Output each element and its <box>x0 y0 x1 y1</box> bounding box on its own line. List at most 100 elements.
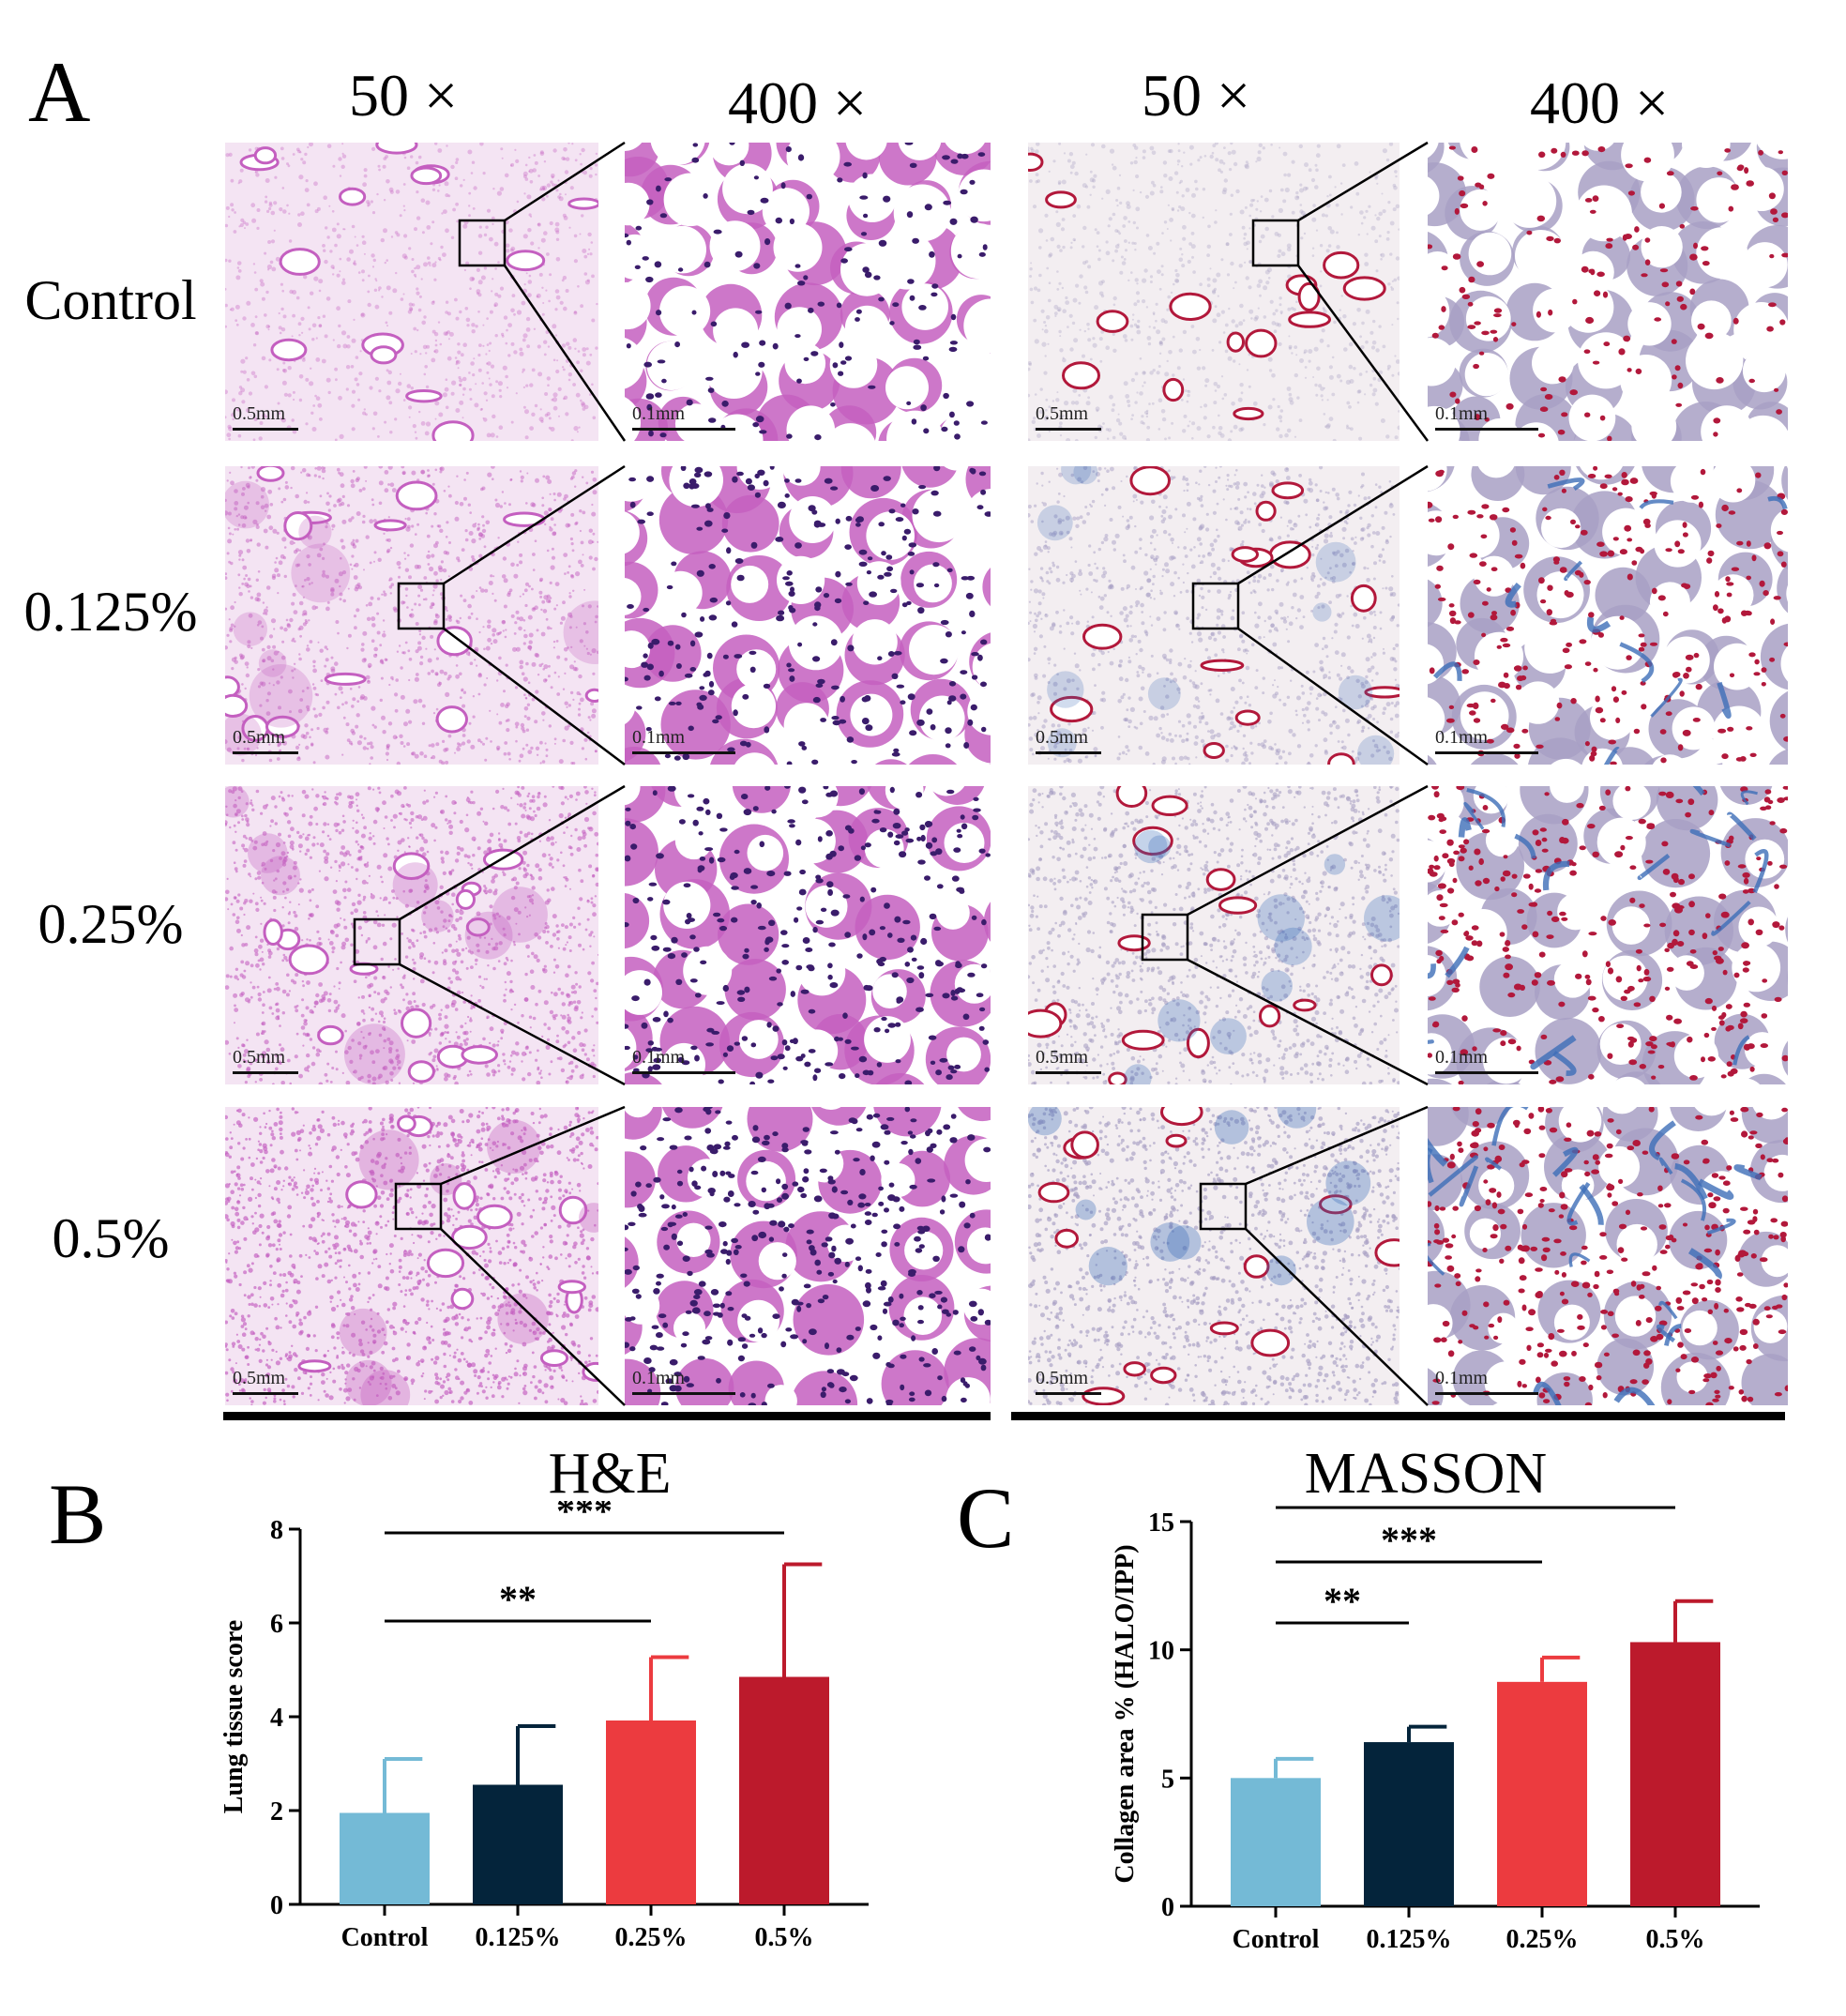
row-label-025: 0.25% <box>38 893 184 955</box>
scale-bar-line <box>233 1392 298 1395</box>
bar-0.125% <box>1364 1742 1454 1906</box>
scale-bar-line <box>1435 428 1538 431</box>
scale-bar-label: 0.1mm <box>1435 403 1489 424</box>
scale-bar-line <box>1435 1071 1538 1074</box>
scale-bar-label: 0.5mm <box>1036 1047 1089 1068</box>
bar-0.25% <box>606 1720 696 1904</box>
column-header-he-50x: 50 × <box>348 62 459 129</box>
y-tick-label: 2 <box>270 1797 283 1827</box>
masson-micrograph-50x-05: 0.5mm <box>1028 1107 1400 1405</box>
row-label-0125: 0.125% <box>23 581 198 643</box>
column-header-he-400x: 400 × <box>727 69 868 136</box>
he-micrograph-50x-025: 0.5mm <box>225 786 598 1084</box>
masson-title: MASSON <box>1304 1442 1548 1506</box>
scale-bar: 0.5mm <box>1036 1368 1101 1395</box>
panel-label-c: C <box>957 1470 1015 1566</box>
scale-bar-label: 0.1mm <box>1435 1047 1489 1068</box>
significance-label: *** <box>1447 1501 1504 1507</box>
he-section-bar <box>223 1412 991 1420</box>
x-tick-label: 0.5% <box>1646 1925 1705 1954</box>
scale-bar-label: 0.5mm <box>233 403 286 424</box>
significance-label: *** <box>556 1501 613 1532</box>
masson-micrograph-50x-0125: 0.5mm <box>1028 466 1400 765</box>
y-tick-label: 5 <box>1161 1765 1174 1794</box>
masson-micrograph-400x-control: 0.1mm <box>1428 143 1788 441</box>
scale-bar-line <box>1036 1392 1101 1395</box>
bar-0.125% <box>473 1784 563 1904</box>
scale-bar: 0.5mm <box>233 727 298 754</box>
x-tick-label: Control <box>341 1923 429 1952</box>
scale-bar: 0.1mm <box>1435 1368 1538 1395</box>
he-micrograph-400x-control: 0.1mm <box>625 143 991 441</box>
x-tick-label: 0.125% <box>476 1923 561 1952</box>
scale-bar-label: 0.5mm <box>233 1047 286 1068</box>
scale-bar: 0.1mm <box>1435 727 1538 754</box>
bar-0.5% <box>739 1676 829 1904</box>
scale-bar-line <box>233 751 298 754</box>
scale-bar-label: 0.5mm <box>1036 1368 1089 1388</box>
scale-bar: 0.5mm <box>233 403 298 431</box>
scale-bar-label: 0.5mm <box>233 1368 286 1388</box>
scale-bar-line <box>632 428 735 431</box>
scale-bar-line <box>233 428 298 431</box>
y-tick-label: 10 <box>1148 1637 1174 1666</box>
bar-0.5% <box>1630 1642 1720 1906</box>
he-micrograph-50x-0125: 0.5mm <box>225 466 598 765</box>
bar-0.25% <box>1497 1681 1587 1906</box>
he-micrograph-400x-025: 0.1mm <box>625 786 991 1084</box>
y-tick-label: 0 <box>270 1891 283 1920</box>
column-header-masson-400x: 400 × <box>1529 69 1670 136</box>
chart-c-collagen-area: 0 5 10 15 Collagen area % (HALO/IPP) Control 0… <box>1111 1501 1760 1954</box>
he-title: H&E <box>548 1442 672 1506</box>
scale-bar-line <box>632 1392 735 1395</box>
scale-bar-line <box>1036 751 1101 754</box>
scale-bar-label: 0.1mm <box>632 1047 686 1068</box>
x-tick-label: 0.5% <box>755 1923 814 1952</box>
scale-bar-label: 0.5mm <box>233 727 286 748</box>
y-tick-label: 6 <box>270 1610 283 1639</box>
scale-bar-label: 0.1mm <box>1435 1368 1489 1388</box>
scale-bar-line <box>1036 1071 1101 1074</box>
scale-bar: 0.1mm <box>632 1368 735 1395</box>
scale-bar: 0.5mm <box>1036 1047 1101 1074</box>
masson-micrograph-50x-025: 0.5mm <box>1028 786 1400 1084</box>
he-micrograph-50x-05: 0.5mm <box>225 1107 598 1405</box>
x-tick-label: Control <box>1233 1925 1320 1954</box>
masson-section-bar <box>1011 1412 1785 1420</box>
scale-bar-label: 0.5mm <box>1036 727 1089 748</box>
x-tick-label: 0.25% <box>615 1923 688 1952</box>
row-label-05: 0.5% <box>52 1207 170 1269</box>
scale-bar: 0.5mm <box>1036 727 1101 754</box>
scale-bar-line <box>632 751 735 754</box>
scale-bar-line <box>233 1071 298 1074</box>
scale-bar: 0.5mm <box>233 1047 298 1074</box>
masson-micrograph-400x-025: 0.1mm <box>1428 786 1788 1084</box>
he-micrograph-400x-05: 0.1mm <box>625 1107 991 1405</box>
scale-bar-label: 0.1mm <box>632 1368 686 1388</box>
y-axis-label: Lung tissue score <box>219 1620 249 1813</box>
scale-bar-label: 0.1mm <box>632 727 686 748</box>
scale-bar-line <box>1435 1392 1538 1395</box>
scale-bar: 0.1mm <box>1435 1047 1538 1074</box>
panel-label-a: A <box>28 44 91 140</box>
scale-bar-line <box>1435 751 1538 754</box>
scale-bar: 0.1mm <box>632 403 735 431</box>
he-micrograph-50x-control: 0.5mm <box>225 143 598 441</box>
significance-label: ** <box>499 1578 537 1620</box>
y-tick-label: 0 <box>1161 1893 1174 1922</box>
scale-bar: 0.5mm <box>233 1368 298 1395</box>
column-header-masson-50x: 50 × <box>1141 62 1251 129</box>
x-tick-label: 0.25% <box>1506 1925 1579 1954</box>
scale-bar-label: 0.5mm <box>1036 403 1089 424</box>
masson-micrograph-400x-0125: 0.1mm <box>1428 466 1788 765</box>
scale-bar-label: 0.1mm <box>632 403 686 424</box>
x-tick-label: 0.125% <box>1367 1925 1452 1954</box>
y-axis-label: Collagen area % (HALO/IPP) <box>1111 1544 1140 1883</box>
masson-micrograph-400x-05: 0.1mm <box>1428 1107 1788 1405</box>
scale-bar-line <box>632 1071 735 1074</box>
chart-b-lung-tissue-score: 0 2 4 6 8 Lung tissue score Control 0.125% 0.25%… <box>219 1501 869 1952</box>
masson-micrograph-50x-control: 0.5mm <box>1028 143 1400 441</box>
scale-bar: 0.1mm <box>632 727 735 754</box>
significance-label: *** <box>1381 1519 1437 1561</box>
scale-bar-label: 0.1mm <box>1435 727 1489 748</box>
